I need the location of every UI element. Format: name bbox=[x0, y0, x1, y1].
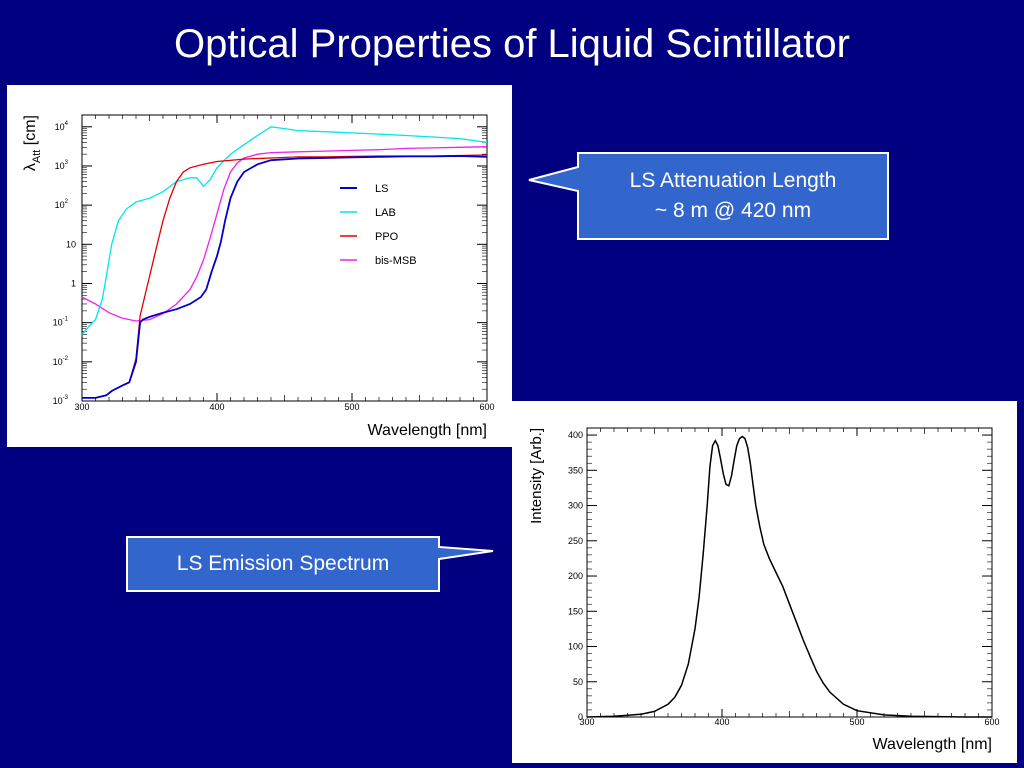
y-tick-label: 10 bbox=[66, 239, 76, 249]
x-tick-label: 600 bbox=[479, 402, 494, 412]
x-tick-label: 400 bbox=[209, 402, 224, 412]
series-line-lab bbox=[81, 126, 488, 335]
y-tick-label: 150 bbox=[568, 606, 583, 616]
y-tick-label: 0 bbox=[578, 712, 583, 722]
y-tick-exponent: -2 bbox=[63, 356, 69, 362]
x-tick-label: 500 bbox=[344, 402, 359, 412]
callout-shape bbox=[528, 152, 889, 240]
slide-title: Optical Properties of Liquid Scintillato… bbox=[174, 22, 850, 66]
y-tick-exponent: 3 bbox=[65, 160, 69, 166]
series-line-ppo bbox=[82, 154, 488, 399]
y-tick-label: 400 bbox=[568, 430, 583, 440]
series-line-ls bbox=[82, 155, 488, 399]
emission-callout-text: LS Emission Spectrum bbox=[176, 552, 390, 575]
x-tick-label: 300 bbox=[579, 717, 594, 727]
attenuation-chart-panel: 300 400 500 600 10-3 10-2 10-1 1 10 102 103 104 Wave… bbox=[7, 85, 512, 447]
y-tick-label: 1 bbox=[71, 278, 76, 288]
y-tick-label: 350 bbox=[568, 465, 583, 475]
attenuation-chart: 300 400 500 600 10-3 10-2 10-1 1 10 102 103 104 Wave… bbox=[22, 114, 495, 439]
y-tick-label: 50 bbox=[573, 677, 583, 687]
y-tick-label: 10-2 bbox=[53, 356, 69, 367]
y-axis-label: λAtt [cm] bbox=[22, 115, 43, 171]
attenuation-callout-line1: LS Attenuation Length bbox=[629, 169, 837, 192]
emission-series-line bbox=[586, 435, 992, 718]
x-tick-label: 300 bbox=[74, 402, 89, 412]
y-axis-label-symbol: λ bbox=[22, 163, 39, 171]
emission-chart: 300 400 500 600 0 50 100 150 200 250 300 350 400 Wave… bbox=[528, 427, 1000, 753]
y-tick-exponent: -1 bbox=[63, 317, 69, 323]
y-tick-label: 103 bbox=[55, 160, 69, 171]
legend-label-ls: LS bbox=[375, 183, 388, 195]
y-tick-exponent: 4 bbox=[65, 121, 69, 127]
y-tick-label: 250 bbox=[568, 536, 583, 546]
series-line-bis-msb bbox=[81, 146, 488, 322]
emission-callout: LS Emission Spectrum bbox=[125, 535, 497, 593]
y-tick-label: 300 bbox=[568, 501, 583, 511]
y-axis-label: Intensity [Arb.] bbox=[528, 428, 545, 524]
callout-shape bbox=[126, 536, 494, 592]
emission-chart-panel: 300 400 500 600 0 50 100 150 200 250 300 350 400 Wave… bbox=[512, 401, 1017, 763]
y-axis-label-unit: [cm] bbox=[22, 115, 39, 150]
y-tick-label: 10-1 bbox=[53, 317, 69, 328]
y-tick-exponent: -3 bbox=[63, 395, 69, 401]
x-axis-label: Wavelength [nm] bbox=[368, 422, 487, 439]
y-tick-exponent: 2 bbox=[65, 199, 69, 205]
y-tick-label: 100 bbox=[568, 642, 583, 652]
y-tick-label: 200 bbox=[568, 571, 583, 581]
plot-frame bbox=[586, 427, 993, 718]
x-tick-label: 600 bbox=[984, 717, 999, 727]
y-tick-label: 102 bbox=[55, 199, 69, 210]
y-tick-label: 10-3 bbox=[53, 395, 69, 406]
x-axis-label: Wavelength [nm] bbox=[873, 736, 992, 753]
legend-label-ppo: PPO bbox=[375, 231, 399, 243]
y-axis-label-subscript: Att bbox=[31, 150, 43, 163]
x-tick-label: 500 bbox=[849, 717, 864, 727]
legend-label-lab: LAB bbox=[375, 207, 396, 219]
legend-label-bis-msb: bis-MSB bbox=[375, 255, 417, 267]
attenuation-callout-line2: ~ 8 m @ 420 nm bbox=[654, 199, 812, 222]
y-tick-label: 104 bbox=[55, 121, 69, 132]
attenuation-callout: LS Attenuation Length ~ 8 m @ 420 nm bbox=[526, 151, 892, 243]
x-tick-label: 400 bbox=[714, 717, 729, 727]
